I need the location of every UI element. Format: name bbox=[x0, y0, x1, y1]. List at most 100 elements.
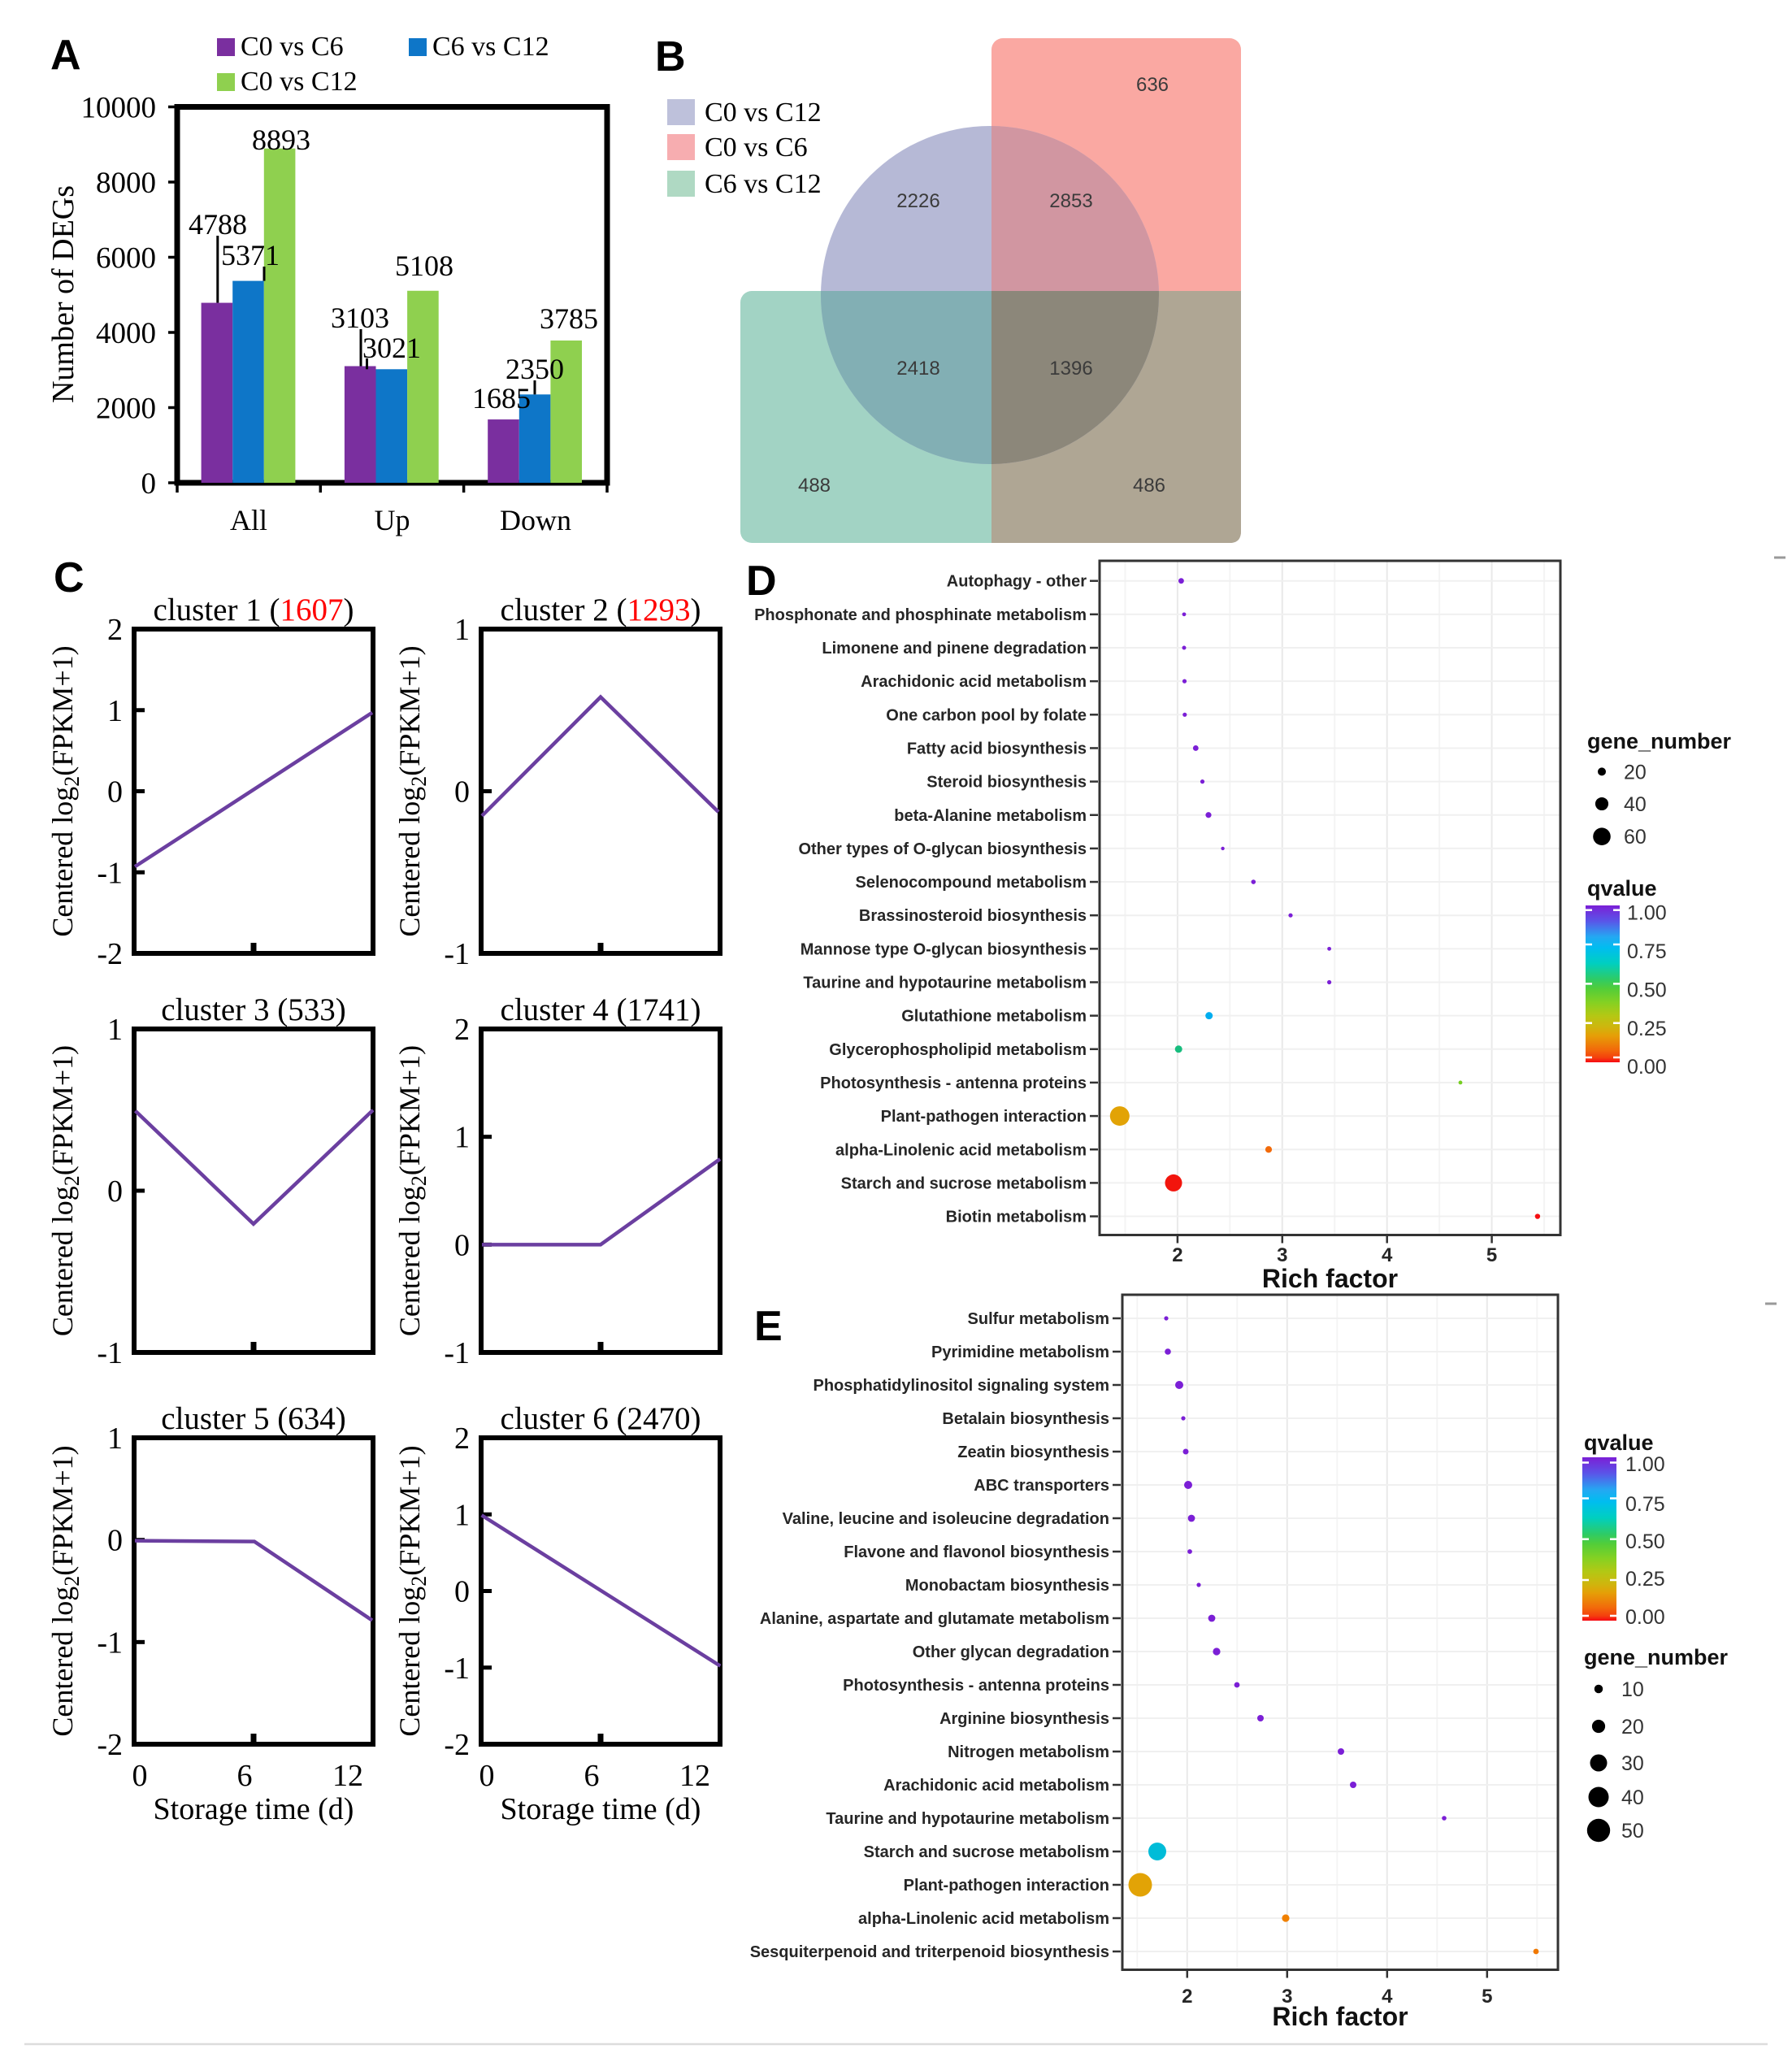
svg-text:2000: 2000 bbox=[96, 393, 156, 426]
svg-text:Photosynthesis - antenna prote: Photosynthesis - antenna proteins bbox=[820, 1074, 1087, 1092]
svg-text:Centered log2(FPKM+1): Centered log2(FPKM+1) bbox=[46, 645, 84, 936]
svg-text:D: D bbox=[746, 558, 777, 605]
svg-text:cluster 2 (1293): cluster 2 (1293) bbox=[501, 593, 701, 627]
svg-text:Other glycan degradation: Other glycan degradation bbox=[913, 1643, 1109, 1661]
svg-text:3: 3 bbox=[1277, 1244, 1287, 1266]
svg-text:Pyrimidine metabolism: Pyrimidine metabolism bbox=[931, 1344, 1109, 1361]
svg-text:Rich factor: Rich factor bbox=[1272, 2002, 1408, 2031]
svg-text:4000: 4000 bbox=[96, 317, 156, 350]
svg-text:Nitrogen metabolism: Nitrogen metabolism bbox=[948, 1743, 1109, 1761]
svg-text:Arachidonic acid metabolism: Arachidonic acid metabolism bbox=[861, 673, 1087, 691]
svg-text:Arachidonic acid metabolism: Arachidonic acid metabolism bbox=[883, 1777, 1109, 1795]
svg-text:-2: -2 bbox=[444, 1728, 470, 1762]
svg-text:All: All bbox=[230, 504, 267, 536]
svg-text:Selenocompound metabolism: Selenocompound metabolism bbox=[856, 874, 1087, 892]
svg-text:C6 vs C12: C6 vs C12 bbox=[705, 169, 822, 199]
svg-text:2853: 2853 bbox=[1049, 190, 1092, 212]
svg-text:0.50: 0.50 bbox=[1625, 1530, 1665, 1553]
svg-text:C0 vs C12: C0 vs C12 bbox=[705, 98, 822, 128]
svg-text:6: 6 bbox=[237, 1759, 253, 1793]
svg-text:Glutathione metabolism: Glutathione metabolism bbox=[901, 1008, 1087, 1026]
svg-text:1: 1 bbox=[454, 1498, 470, 1532]
svg-text:60: 60 bbox=[1624, 826, 1647, 849]
svg-text:636: 636 bbox=[1136, 74, 1169, 96]
svg-text:Fatty acid biosynthesis: Fatty acid biosynthesis bbox=[907, 740, 1087, 758]
svg-text:Zeatin biosynthesis: Zeatin biosynthesis bbox=[957, 1443, 1109, 1461]
svg-text:0.75: 0.75 bbox=[1625, 1493, 1665, 1516]
svg-text:1: 1 bbox=[107, 694, 123, 728]
svg-text:-1: -1 bbox=[97, 1336, 123, 1370]
svg-text:Centered log2(FPKM+1): Centered log2(FPKM+1) bbox=[46, 1045, 84, 1336]
svg-text:Flavone and flavonol biosynthe: Flavone and flavonol biosynthesis bbox=[844, 1543, 1109, 1561]
svg-text:Biotin metabolism: Biotin metabolism bbox=[946, 1209, 1087, 1226]
svg-text:486: 486 bbox=[1133, 475, 1165, 497]
svg-text:Centered log2(FPKM+1): Centered log2(FPKM+1) bbox=[46, 1445, 84, 1736]
svg-text:Brassinosteroid biosynthesis: Brassinosteroid biosynthesis bbox=[859, 907, 1087, 925]
svg-text:qvalue: qvalue bbox=[1584, 1430, 1654, 1455]
svg-text:5: 5 bbox=[1482, 1986, 1492, 2008]
svg-text:0: 0 bbox=[107, 1174, 123, 1209]
svg-text:Photosynthesis - antenna prote: Photosynthesis - antenna proteins bbox=[843, 1677, 1109, 1695]
svg-text:0: 0 bbox=[141, 467, 157, 501]
svg-text:cluster 6 (2470): cluster 6 (2470) bbox=[501, 1401, 701, 1436]
svg-text:A: A bbox=[50, 32, 81, 79]
svg-text:4788: 4788 bbox=[189, 208, 247, 241]
svg-text:1396: 1396 bbox=[1049, 358, 1092, 380]
svg-text:Taurine and hypotaurine metabo: Taurine and hypotaurine metabolism bbox=[803, 975, 1087, 992]
svg-text:Centered log2(FPKM+1): Centered log2(FPKM+1) bbox=[393, 645, 431, 936]
svg-text:488: 488 bbox=[798, 475, 831, 497]
svg-text:0: 0 bbox=[454, 775, 470, 810]
svg-text:Starch and sucrose metabolism: Starch and sucrose metabolism bbox=[864, 1843, 1109, 1861]
svg-text:2418: 2418 bbox=[896, 358, 939, 380]
svg-text:Limonene and pinene degradatio: Limonene and pinene degradation bbox=[822, 640, 1087, 658]
svg-text:qvalue: qvalue bbox=[1587, 876, 1657, 901]
svg-text:12: 12 bbox=[332, 1759, 363, 1793]
svg-text:10: 10 bbox=[1621, 1678, 1644, 1701]
svg-text:0: 0 bbox=[479, 1759, 495, 1793]
svg-text:1: 1 bbox=[454, 1121, 470, 1155]
svg-text:0.00: 0.00 bbox=[1627, 1056, 1667, 1079]
svg-text:1.00: 1.00 bbox=[1627, 902, 1667, 925]
svg-text:6: 6 bbox=[584, 1759, 600, 1793]
svg-text:C0 vs C6: C0 vs C6 bbox=[705, 132, 808, 163]
svg-text:8000: 8000 bbox=[96, 167, 156, 200]
svg-text:Glycerophospholipid metabolism: Glycerophospholipid metabolism bbox=[829, 1041, 1087, 1059]
svg-text:Sesquiterpenoid and triterpeno: Sesquiterpenoid and triterpenoid biosynt… bbox=[750, 1943, 1109, 1961]
svg-text:-1: -1 bbox=[444, 1652, 470, 1686]
svg-text:Centered log2(FPKM+1): Centered log2(FPKM+1) bbox=[393, 1445, 431, 1736]
svg-text:0.25: 0.25 bbox=[1625, 1568, 1665, 1591]
svg-text:0: 0 bbox=[107, 1524, 123, 1558]
svg-text:2: 2 bbox=[1172, 1244, 1182, 1266]
svg-text:C0 vs C6: C0 vs C6 bbox=[241, 32, 344, 62]
svg-text:0.25: 0.25 bbox=[1627, 1018, 1667, 1040]
svg-text:0.00: 0.00 bbox=[1625, 1606, 1665, 1629]
svg-text:1: 1 bbox=[107, 1422, 123, 1456]
svg-text:gene_number: gene_number bbox=[1587, 729, 1732, 753]
svg-text:E: E bbox=[754, 1303, 783, 1350]
svg-text:Taurine and hypotaurine metabo: Taurine and hypotaurine metabolism bbox=[826, 1810, 1109, 1828]
svg-text:20: 20 bbox=[1624, 761, 1647, 784]
svg-text:-1: -1 bbox=[97, 856, 123, 890]
svg-text:Number of DEGs: Number of DEGs bbox=[46, 185, 80, 403]
svg-text:Starch and sucrose metabolism: Starch and sucrose metabolism bbox=[841, 1174, 1087, 1192]
svg-text:1.00: 1.00 bbox=[1625, 1453, 1665, 1476]
svg-text:cluster 3 (533): cluster 3 (533) bbox=[161, 992, 345, 1027]
svg-text:Mannose type O-glycan biosynth: Mannose type O-glycan biosynthesis bbox=[801, 940, 1087, 958]
svg-text:Storage time (d): Storage time (d) bbox=[501, 1792, 701, 1826]
svg-text:3: 3 bbox=[1282, 1986, 1292, 2008]
svg-text:Steroid biosynthesis: Steroid biosynthesis bbox=[926, 774, 1087, 792]
svg-text:C6 vs C12: C6 vs C12 bbox=[432, 32, 549, 62]
svg-text:40: 40 bbox=[1621, 1786, 1644, 1809]
svg-text:C: C bbox=[54, 554, 85, 601]
svg-text:2350: 2350 bbox=[505, 353, 564, 385]
svg-text:-1: -1 bbox=[444, 937, 470, 971]
svg-text:3785: 3785 bbox=[540, 302, 598, 335]
svg-text:Valine, leucine and isoleucine: Valine, leucine and isoleucine degradati… bbox=[783, 1510, 1109, 1528]
svg-text:Other types of O-glycan biosyn: Other types of O-glycan biosynthesis bbox=[798, 840, 1087, 858]
svg-text:Plant-pathogen interaction: Plant-pathogen interaction bbox=[881, 1108, 1087, 1126]
svg-text:2: 2 bbox=[1182, 1986, 1192, 2008]
svg-text:-1: -1 bbox=[97, 1626, 123, 1660]
svg-text:Storage time (d): Storage time (d) bbox=[154, 1792, 354, 1826]
svg-text:2: 2 bbox=[454, 1422, 470, 1456]
svg-text:1: 1 bbox=[454, 613, 470, 647]
